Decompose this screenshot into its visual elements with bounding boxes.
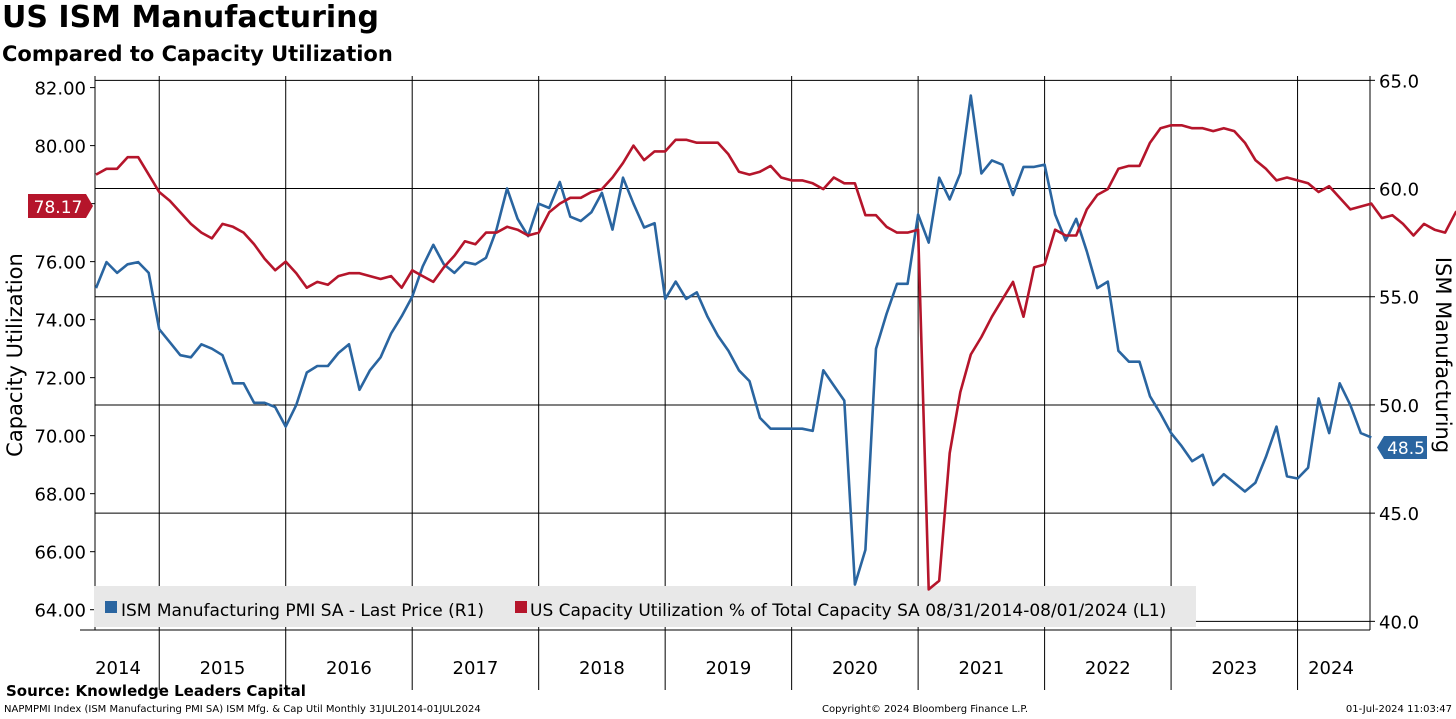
right-tick-label: 50.0 <box>1379 396 1419 417</box>
x-tick-label: 2018 <box>579 658 625 679</box>
legend-background <box>94 586 1196 627</box>
last-value-tag-ism: 48.5 <box>1377 436 1427 459</box>
index-info: NAPMPMI Index (ISM Manufacturing PMI SA)… <box>4 704 481 715</box>
left-tick-label: 74.00 <box>34 311 86 332</box>
source-note: Source: Knowledge Leaders Capital <box>6 682 306 700</box>
legend-swatch-ism <box>105 601 117 613</box>
left-tick-label: 68.00 <box>34 485 86 506</box>
x-tick-label: 2020 <box>832 658 878 679</box>
right-tick-label: 55.0 <box>1379 288 1419 309</box>
left-tick-label: 66.00 <box>34 543 86 564</box>
last-value-tag-capacity: 78.17 <box>28 194 93 218</box>
legend: ISM Manufacturing PMI SA - Last Price (R… <box>94 586 1196 627</box>
left-tick-label: 82.00 <box>34 79 86 100</box>
left-axis-label: Capacity Utilization <box>3 253 27 457</box>
copyright: Copyright© 2024 Bloomberg Finance L.P. <box>822 704 1029 715</box>
x-axis-labels: 2014 2015 2016 2017 2018 2019 2020 2021 2022 2023… <box>95 658 1354 679</box>
last-value-ism: 48.5 <box>1387 439 1425 459</box>
left-tick-label: 80.00 <box>34 137 86 158</box>
right-axis-ticks: 65.0 60.0 55.0 50.0 45.0 40.0 <box>1370 71 1419 633</box>
left-axis-ticks: 82.0080.0078.0076.0074.0072.0070.0068.00… <box>34 79 95 622</box>
timestamp: 01-Jul-2024 11:03:47 <box>1345 704 1452 715</box>
left-tick-label: 72.00 <box>34 369 86 390</box>
x-tick-label: 2023 <box>1211 658 1257 679</box>
left-tick-label: 70.00 <box>34 427 86 448</box>
series-line-ism <box>94 94 1372 586</box>
x-tick-label: 2021 <box>958 658 1004 679</box>
right-tick-label: 60.0 <box>1379 180 1419 201</box>
right-tick-label: 65.0 <box>1379 71 1419 92</box>
left-tick-label: 76.00 <box>34 253 86 274</box>
x-tick-label: 2014 <box>95 658 141 679</box>
x-tick-label: 2017 <box>453 658 499 679</box>
chart-subtitle: Compared to Capacity Utilization <box>2 42 393 66</box>
x-tick-label: 2015 <box>200 658 246 679</box>
legend-label-capacity: US Capacity Utilization % of Total Capac… <box>530 601 1166 621</box>
legend-swatch-capacity <box>515 601 527 613</box>
series-line-capacity <box>95 124 1456 591</box>
legend-label-ism: ISM Manufacturing PMI SA - Last Price (R… <box>121 601 484 621</box>
x-tick-label: 2019 <box>705 658 751 679</box>
left-tick-label: 64.00 <box>34 601 86 622</box>
x-tick-label: 2024 <box>1308 658 1354 679</box>
right-tick-label: 45.0 <box>1379 504 1419 525</box>
x-tick-label: 2016 <box>326 658 372 679</box>
chart-title: US ISM Manufacturing <box>2 0 379 35</box>
right-axis-label: ISM Manufacturing <box>1431 257 1455 453</box>
x-tick-label: 2022 <box>1085 658 1131 679</box>
right-tick-label: 40.0 <box>1379 612 1419 633</box>
last-value-capacity: 78.17 <box>34 198 83 218</box>
